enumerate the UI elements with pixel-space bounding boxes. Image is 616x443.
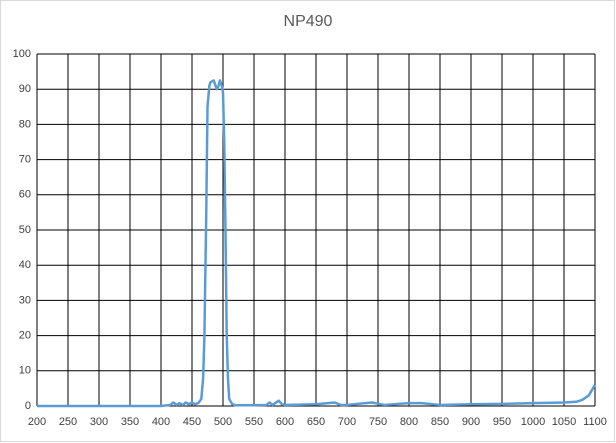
y-tick-label: 90: [19, 83, 31, 95]
x-tick-label: 300: [90, 416, 108, 428]
y-tick-label: 30: [19, 294, 31, 306]
x-tick-label: 850: [431, 416, 449, 428]
chart-title: NP490: [284, 13, 333, 30]
y-tick-label: 10: [19, 365, 31, 377]
x-tick-label: 700: [338, 416, 356, 428]
x-tick-label: 250: [59, 416, 77, 428]
y-tick-label: 0: [25, 400, 31, 412]
y-tick-label: 60: [19, 189, 31, 201]
x-tick-label: 650: [307, 416, 325, 428]
x-tick-label: 750: [369, 416, 387, 428]
x-tick-label: 1100: [583, 416, 607, 428]
x-tick-label: 500: [214, 416, 232, 428]
x-tick-label: 1050: [552, 416, 576, 428]
y-tick-label: 100: [13, 48, 31, 60]
x-tick-label: 1000: [521, 416, 545, 428]
x-tick-label: 950: [493, 416, 511, 428]
x-tick-label: 400: [152, 416, 170, 428]
y-tick-label: 80: [19, 118, 31, 130]
x-tick-label: 800: [400, 416, 418, 428]
x-tick-label: 350: [121, 416, 139, 428]
y-tick-label: 70: [19, 154, 31, 166]
x-tick-label: 600: [276, 416, 294, 428]
x-tick-label: 550: [245, 416, 263, 428]
data-line: [37, 79, 597, 408]
y-tick-label: 20: [19, 330, 31, 342]
x-tick-label: 200: [28, 416, 46, 428]
y-tick-label: 50: [19, 224, 31, 236]
x-tick-label: 450: [183, 416, 201, 428]
y-tick-label: 40: [19, 259, 31, 271]
x-tick-label: 900: [462, 416, 480, 428]
